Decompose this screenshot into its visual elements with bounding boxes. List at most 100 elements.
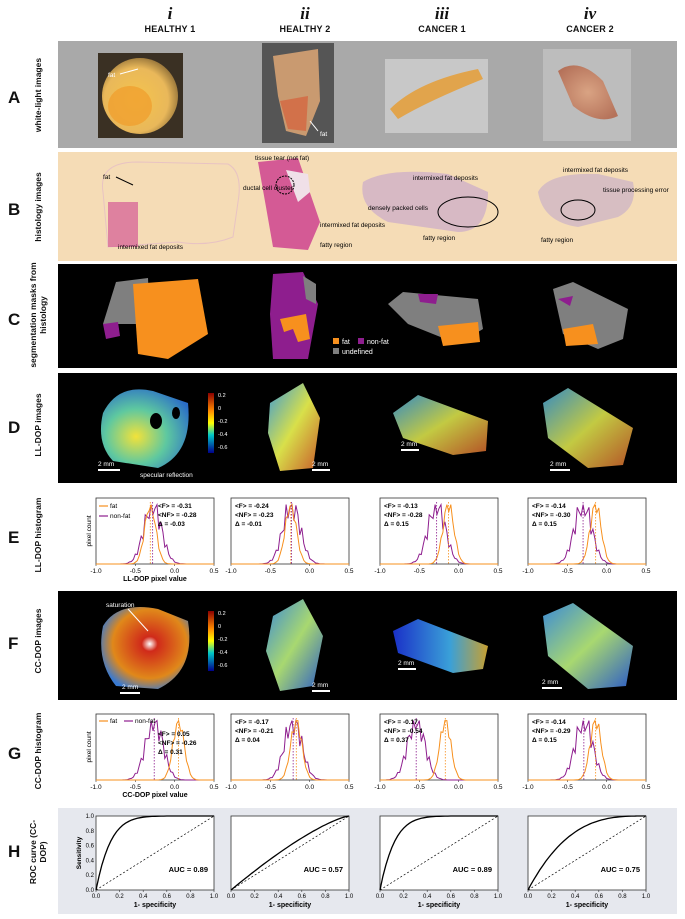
stat-nonfat-mean: <NF> = -0.28 bbox=[384, 512, 423, 519]
column-header-4: iv CANCER 2 bbox=[525, 4, 655, 34]
band-ll-dop: 0.2 0 -0.2 -0.4 -0.6 2 mm specular refle… bbox=[58, 373, 677, 483]
x-tick-label: 0.0 bbox=[92, 894, 101, 900]
chance-line bbox=[230, 815, 350, 891]
fat-curve bbox=[528, 719, 646, 781]
row-label-g: CC-DOP histogram bbox=[33, 712, 43, 790]
annotation-saturation: saturation bbox=[106, 602, 135, 609]
x-tick-label: 0.0 bbox=[227, 894, 236, 900]
x-tick-label: -1.0 bbox=[225, 784, 237, 791]
x-tick-label: -1.0 bbox=[90, 784, 102, 791]
stat-fat-mean: <F> = 0.05 bbox=[158, 731, 190, 738]
ll-dop-colorbar bbox=[208, 393, 214, 453]
chance-line bbox=[527, 815, 647, 891]
x-tick-label: -0.5 bbox=[130, 784, 142, 791]
column-header-1: i HEALTHY 1 bbox=[105, 4, 235, 34]
x-tick-label: 0.2 bbox=[250, 894, 259, 900]
x-tick-label: 0.2 bbox=[399, 894, 408, 900]
x-tick-label: 0.0 bbox=[454, 784, 463, 791]
x-tick-label: 0.0 bbox=[602, 568, 611, 575]
x-tick-label: -0.5 bbox=[265, 784, 277, 791]
stat-fat-mean: <F> = -0.17 bbox=[384, 719, 418, 726]
x-tick-label: 0.2 bbox=[115, 894, 124, 900]
x-tick-label: 0.0 bbox=[305, 784, 314, 791]
auc-label: AUC = 0.89 bbox=[169, 865, 208, 874]
cbar-tick-4: -0.4 bbox=[218, 432, 227, 438]
annotation-fatty-b2: fatty region bbox=[320, 242, 353, 249]
scale-f2: 2 mm bbox=[312, 682, 328, 689]
row-letter-d: D bbox=[8, 418, 21, 437]
fat-curve bbox=[528, 503, 646, 565]
x-tick-label: -0.5 bbox=[562, 784, 574, 791]
band-roc: 0.0 0.2 0.4 0.6 0.8 1.0 0.0 0.2 0.4 0.6 0.8 1.0 AUC … bbox=[58, 808, 677, 914]
chance-line bbox=[95, 815, 215, 891]
y-tick-label: 0.6 bbox=[86, 844, 95, 850]
fat-curve bbox=[231, 720, 349, 781]
stat-delta: Δ = -0.03 bbox=[158, 521, 185, 528]
y-tick-label: 0.0 bbox=[86, 888, 95, 894]
row-label-d: LL-DOP images bbox=[33, 393, 43, 457]
x-axis-label: CC-DOP pixel value bbox=[122, 792, 187, 799]
x-tick-label: 0.5 bbox=[641, 784, 650, 791]
auc-label: AUC = 0.57 bbox=[304, 865, 343, 874]
cbar-tick-2: 0 bbox=[218, 406, 221, 412]
column-name: HEALTHY 2 bbox=[279, 24, 331, 34]
x-tick-label: 0.4 bbox=[571, 894, 580, 900]
x-tick-label: 0.0 bbox=[524, 894, 533, 900]
cbar2-tick-5: -0.6 bbox=[218, 663, 227, 669]
legend-fat-label: fat bbox=[110, 503, 117, 510]
x-tick-label: -1.0 bbox=[374, 784, 386, 791]
stat-nonfat-mean: <NF> = -0.54 bbox=[384, 728, 423, 735]
annotation-intermixed-b1: intermixed fat deposits bbox=[118, 244, 184, 251]
legend-fat-label: fat bbox=[342, 339, 350, 346]
fat-curve bbox=[380, 720, 498, 781]
row-label-e: LL-DOP histogram bbox=[33, 497, 43, 573]
annotation-ductal-cluster: ductal cell cluster bbox=[243, 185, 294, 192]
x-tick-label: 0.5 bbox=[344, 784, 353, 791]
legend-nonfat-label: non-fat bbox=[135, 718, 155, 725]
x-tick-label: -1.0 bbox=[522, 568, 534, 575]
row-label-b: histology images bbox=[33, 172, 43, 242]
row-letter-a: A bbox=[8, 88, 21, 107]
stat-nonfat-mean: <NF> = -0.28 bbox=[158, 512, 197, 519]
x-tick-label: -0.5 bbox=[562, 568, 574, 575]
column-name: CANCER 1 bbox=[418, 24, 466, 34]
stat-fat-mean: <F> = -0.13 bbox=[384, 503, 418, 510]
stat-fat-mean: <F> = -0.31 bbox=[158, 503, 192, 510]
cbar2-tick-2: 0 bbox=[218, 624, 221, 630]
row-label-h: ROC curve (CC-DOP) bbox=[28, 819, 48, 885]
cbar-tick-5: -0.6 bbox=[218, 445, 227, 451]
cc-dop-colorbar bbox=[208, 611, 214, 671]
row-label-a: white-light images bbox=[33, 57, 43, 133]
band-cc-dop: 0.2 0 -0.2 -0.4 -0.6 saturation 2 mm 2 m… bbox=[58, 591, 677, 700]
x-tick-label: 0.0 bbox=[376, 894, 385, 900]
scale-f4: 2 mm bbox=[542, 679, 558, 686]
x-tick-label: 0.8 bbox=[321, 894, 330, 900]
x-tick-label: -1.0 bbox=[522, 784, 534, 791]
column-name: HEALTHY 1 bbox=[144, 24, 196, 34]
legend-nonfat-swatch bbox=[358, 338, 364, 344]
column-numeral: iv bbox=[583, 4, 597, 23]
annotation-fat-b1: fat bbox=[103, 174, 110, 181]
legend-fat-label: fat bbox=[110, 718, 117, 725]
legend-undefined-swatch bbox=[333, 348, 339, 354]
x-tick-label: 0.6 bbox=[595, 894, 604, 900]
annotation-specular: specular reflection bbox=[140, 472, 193, 479]
x-tick-label: 0.5 bbox=[344, 568, 353, 575]
scale-d3: 2 mm bbox=[401, 441, 417, 448]
row-label-c: segmentation masks from histology bbox=[28, 262, 48, 368]
annotation-fatty-b4: fatty region bbox=[541, 237, 574, 244]
x-tick-label: 0.8 bbox=[186, 894, 195, 900]
row-letter-g: G bbox=[8, 744, 22, 763]
ll-dop-histograms: -1.0 -0.5 0.0 0.5 <F> = -0.31 <NF> = -0.28 Δ =… bbox=[86, 497, 651, 583]
cbar2-tick-4: -0.4 bbox=[218, 650, 227, 656]
band-cc-dop-histograms: -1.0 -0.5 0.0 0.5 <F> = 0.05 <NF> = -0.26 Δ = … bbox=[58, 704, 677, 804]
y-axis-label: pixel count bbox=[86, 731, 93, 762]
x-axis-label: 1- specificity bbox=[566, 902, 609, 909]
row-letter-f: F bbox=[8, 634, 19, 653]
x-tick-label: -1.0 bbox=[374, 568, 386, 575]
hist-frame bbox=[527, 497, 647, 565]
band-white-light: fat fat bbox=[58, 41, 677, 148]
column-header-2: ii HEALTHY 2 bbox=[240, 4, 370, 34]
column-numeral: iii bbox=[434, 4, 450, 23]
annotation-intermixed-b3: intermixed fat deposits bbox=[413, 175, 479, 182]
